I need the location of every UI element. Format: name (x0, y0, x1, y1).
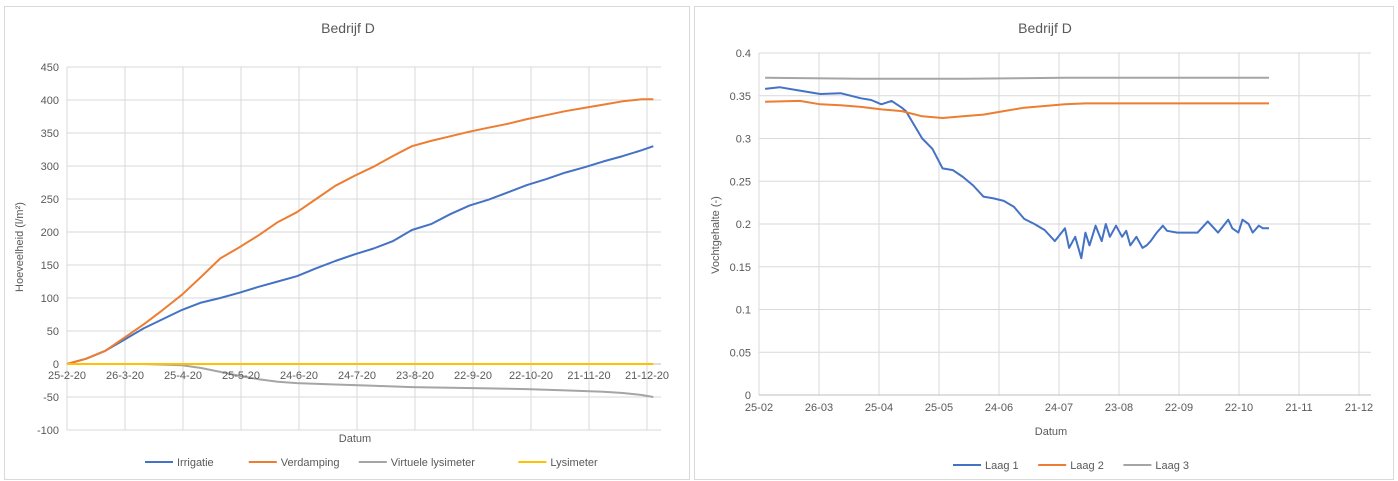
y-tick-label: 0 (53, 359, 59, 371)
y-tick-label: 0.15 (730, 262, 751, 274)
series-line-laag-3 (765, 76, 1269, 80)
y-tick-label: 0.1 (736, 305, 751, 317)
x-axis-label: Datum (339, 433, 371, 445)
x-tick-label: 26-3-20 (106, 370, 144, 382)
y-tick-label: 400 (41, 95, 59, 107)
legend-label: Laag 3 (1155, 460, 1189, 472)
x-tick-label: 25-5-20 (222, 370, 260, 382)
y-axis-label: Vochtgehalte (-) (710, 196, 722, 274)
x-tick-label: 22-9-20 (454, 370, 492, 382)
y-tick-label: 450 (41, 62, 59, 74)
x-tick-label: 24-7-20 (338, 370, 376, 382)
y-tick-label: -50 (43, 392, 59, 404)
chart-title: Bedrijf D (1018, 20, 1072, 36)
x-tick-label: 25-2-20 (48, 370, 86, 382)
legend-label: Verdamping (281, 457, 340, 469)
chart-title: Bedrijf D (321, 20, 375, 36)
x-tick-label: 21-11 (1285, 402, 1312, 414)
legend-label: Lysimeter (550, 457, 598, 469)
x-tick-label: 24-6-20 (280, 370, 318, 382)
series-line-laag-1 (764, 86, 1269, 260)
y-tick-label: 0 (745, 390, 751, 402)
x-tick-label: 23-08 (1105, 402, 1133, 414)
y-tick-label: 0.2 (736, 219, 751, 231)
y-tick-label: 0.25 (730, 176, 751, 188)
series-line-irrigatie (66, 145, 654, 365)
legend: Laag 1 Laag 2 Laag 3 (953, 460, 1189, 472)
y-tick-label: 300 (41, 161, 59, 173)
x-tick-label: 25-05 (925, 402, 953, 414)
y-tick-label: 0.3 (736, 134, 751, 146)
legend-label: Irrigatie (177, 457, 214, 469)
y-tick-label: 150 (41, 260, 59, 272)
y-tick-label: 0.05 (730, 347, 751, 359)
y-tick-label: 200 (41, 227, 59, 239)
x-tick-label: 22-10 (1225, 402, 1253, 414)
x-tick-label: 22-09 (1165, 402, 1193, 414)
y-tick-label: 0.4 (736, 48, 751, 60)
y-tick-label: 350 (41, 128, 59, 140)
x-tick-label: 21-12-20 (625, 370, 669, 382)
x-tick-label: 22-10-20 (509, 370, 553, 382)
legend-label: Laag 1 (985, 460, 1019, 472)
y-tick-label: 100 (41, 293, 59, 305)
legend-label: Virtuele lysimeter (391, 457, 475, 469)
x-tick-label: 25-4-20 (164, 370, 202, 382)
x-axis-label: Datum (1035, 426, 1067, 438)
x-tick-label: 25-02 (745, 402, 773, 414)
legend-label: Laag 2 (1070, 460, 1104, 472)
y-tick-label: 0.35 (730, 91, 751, 103)
series-line-virtuele-lysimeter (67, 363, 654, 398)
x-tick-label: 24-07 (1045, 402, 1073, 414)
x-tick-label: 21-11-20 (567, 370, 610, 382)
x-tick-label: 23-8-20 (396, 370, 434, 382)
y-tick-label: 250 (41, 194, 59, 206)
irrigation-chart: -100 -50 0 50 100 150 200 250 300 350 400 450 25-2-2… (14, 20, 669, 469)
x-tick-label: 24-06 (985, 402, 1013, 414)
legend: Irrigatie Verdamping Virtuele lysimeter Lys… (145, 457, 598, 469)
x-tick-label: 26-03 (805, 402, 833, 414)
series-line-verdamping (66, 98, 654, 365)
x-tick-label: 21-12 (1345, 402, 1373, 414)
series-line-laag-2 (765, 99, 1269, 119)
x-tick-label: 25-04 (865, 402, 893, 414)
y-axis-label: Hoeveelheid (l/m²) (14, 202, 26, 292)
moisture-chart: 0 0.05 0.1 0.15 0.2 0.25 0.3 0.35 0.4 25-02 26-03 2… (710, 20, 1373, 472)
y-tick-label: 50 (47, 326, 59, 338)
y-tick-label: -100 (37, 425, 59, 437)
chart-panel-irrigation: -100 -50 0 50 100 150 200 250 300 350 400 450 25-2-2… (4, 6, 690, 480)
chart-panel-moisture: 0 0.05 0.1 0.15 0.2 0.25 0.3 0.35 0.4 25-02 26-03 2… (694, 6, 1394, 480)
